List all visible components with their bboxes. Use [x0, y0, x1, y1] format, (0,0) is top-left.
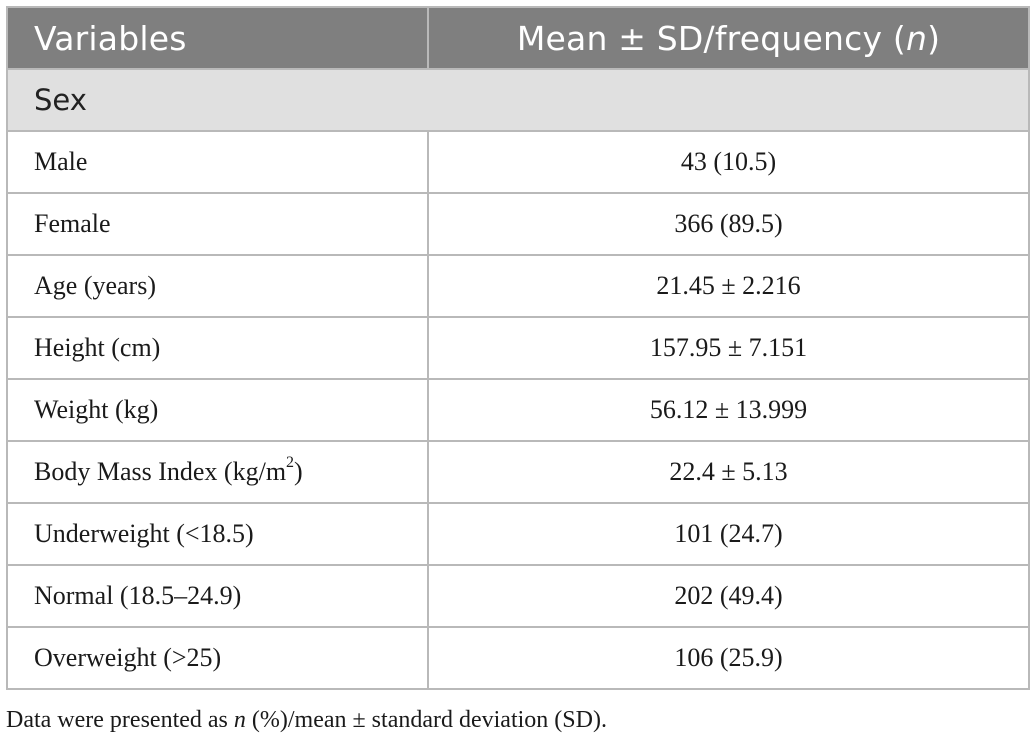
row-label-prefix: Body Mass Index (kg/m — [34, 457, 287, 486]
footnote-n: n — [233, 707, 246, 733]
row-label: Weight (kg) — [6, 378, 429, 442]
table-row: Normal (18.5–24.9) 202 (49.4) — [6, 564, 1030, 628]
row-label: Male — [6, 130, 429, 194]
summary-table: Variables Mean ± SD/frequency (n) Sex Ma… — [6, 6, 1030, 690]
header-statistic: Mean ± SD/frequency (n) — [427, 6, 1030, 70]
table-row: Body Mass Index (kg/m2) 22.4 ± 5.13 — [6, 440, 1030, 504]
table-header-row: Variables Mean ± SD/frequency (n) — [6, 6, 1030, 70]
row-label: Normal (18.5–24.9) — [6, 564, 429, 628]
row-label: Height (cm) — [6, 316, 429, 380]
row-value: 366 (89.5) — [427, 192, 1030, 256]
row-label-superscript: 2 — [286, 454, 295, 472]
header-variables: Variables — [6, 6, 429, 70]
row-value: 202 (49.4) — [427, 564, 1030, 628]
row-value: 21.45 ± 2.216 — [427, 254, 1030, 318]
table-footnote: Data were presented as n (%)/mean ± stan… — [6, 707, 607, 734]
row-value: 101 (24.7) — [427, 502, 1030, 566]
header-stat-suffix: ) — [927, 18, 941, 58]
footnote-suffix: (%)/mean ± standard deviation (SD). — [245, 707, 607, 733]
row-label: Body Mass Index (kg/m2) — [6, 440, 429, 504]
row-label: Underweight (<18.5) — [6, 502, 429, 566]
row-value: 43 (10.5) — [427, 130, 1030, 194]
header-stat-n: n — [905, 18, 928, 58]
header-stat-prefix: Mean ± SD/frequency ( — [516, 18, 906, 58]
row-value: 106 (25.9) — [427, 626, 1030, 690]
row-value: 157.95 ± 7.151 — [427, 316, 1030, 380]
summary-table-container: Variables Mean ± SD/frequency (n) Sex Ma… — [6, 6, 1030, 690]
row-label: Female — [6, 192, 429, 256]
row-value: 22.4 ± 5.13 — [427, 440, 1030, 504]
table-row: Height (cm) 157.95 ± 7.151 — [6, 316, 1030, 380]
table-row: Underweight (<18.5) 101 (24.7) — [6, 502, 1030, 566]
row-value: 56.12 ± 13.999 — [427, 378, 1030, 442]
table-row: Overweight (>25) 106 (25.9) — [6, 626, 1030, 690]
table-row: Age (years) 21.45 ± 2.216 — [6, 254, 1030, 318]
table-row: Weight (kg) 56.12 ± 13.999 — [6, 378, 1030, 442]
row-label: Overweight (>25) — [6, 626, 429, 690]
section-label-sex: Sex — [6, 68, 1030, 132]
table-row: Male 43 (10.5) — [6, 130, 1030, 194]
section-row-sex: Sex — [6, 68, 1030, 132]
row-label-suffix: ) — [294, 457, 303, 486]
footnote-prefix: Data were presented as — [6, 707, 234, 733]
row-label: Age (years) — [6, 254, 429, 318]
table-row: Female 366 (89.5) — [6, 192, 1030, 256]
